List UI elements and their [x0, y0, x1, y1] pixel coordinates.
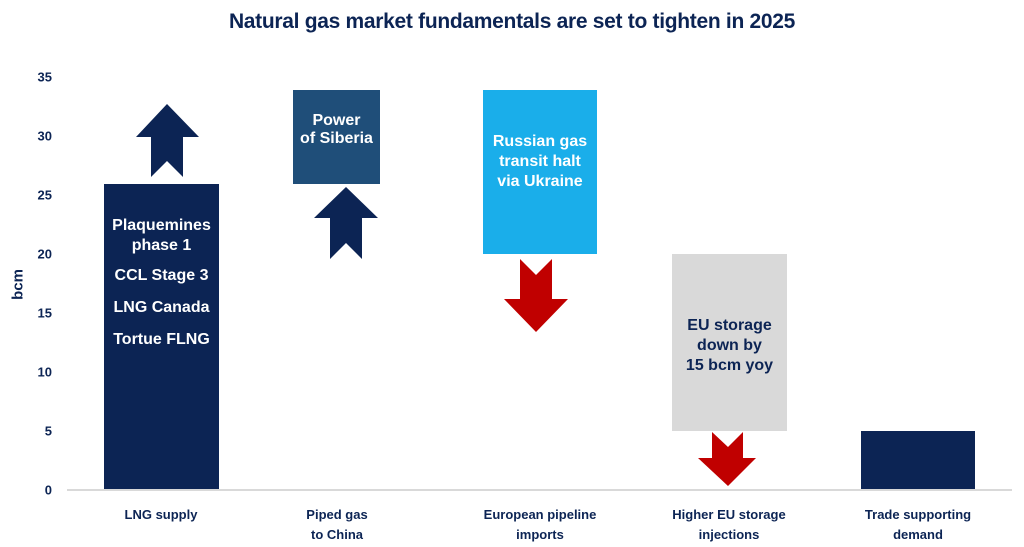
- x-axis-line: [67, 489, 1012, 491]
- x-category-line: Trade supporting: [864, 507, 972, 522]
- bar-label-line: 15 bcm yoy: [685, 357, 774, 374]
- x-category-piped-gas: Piped gas to China: [252, 505, 422, 545]
- arrow-down-icon: [698, 432, 756, 486]
- arrow-down-icon: [504, 259, 568, 332]
- bar-power-of-siberia: Power of Siberia: [293, 90, 380, 184]
- y-tick-0: 0: [44, 482, 52, 498]
- bar-label-line: phase 1: [131, 237, 192, 254]
- bar-trade-supporting-demand: [861, 431, 975, 490]
- y-tick-5: 5: [44, 423, 52, 439]
- bar-label-line: LNG Canada: [113, 299, 210, 316]
- y-tick-15: 15: [37, 305, 52, 321]
- bar-label-line: Power: [312, 112, 361, 129]
- x-category-line: demand: [893, 527, 943, 542]
- x-category-line: LNG supply: [124, 507, 198, 522]
- bar-label-line: via Ukraine: [497, 173, 583, 190]
- arrow-up-icon: [136, 104, 199, 177]
- bar-russian-gas-transit: Russian gas transit halt via Ukraine: [483, 90, 597, 254]
- arrow-up-icon: [314, 187, 378, 259]
- x-category-european-pipeline: European pipeline imports: [455, 505, 625, 545]
- y-tick-20: 20: [37, 246, 52, 262]
- bar-label-line: down by: [697, 337, 762, 354]
- bar-label-line: Plaquemines: [112, 217, 211, 234]
- x-category-line: Piped gas: [306, 507, 368, 522]
- y-tick-10: 10: [37, 364, 52, 380]
- y-tick-25: 25: [37, 187, 52, 203]
- x-category-line: to China: [311, 527, 363, 542]
- bar-label-line: Tortue FLNG: [113, 331, 210, 348]
- chart-title: Natural gas market fundamentals are set …: [228, 10, 796, 33]
- x-category-lng-supply: LNG supply: [76, 505, 246, 525]
- bar-lng-supply: Plaquemines phase 1 CCL Stage 3 LNG Cana…: [104, 184, 219, 490]
- x-category-line: imports: [516, 527, 564, 542]
- x-category-line: injections: [698, 527, 760, 542]
- bar-label-line: of Siberia: [300, 130, 373, 147]
- x-category-line: Higher EU storage: [672, 507, 786, 522]
- bar-label-line: CCL Stage 3: [114, 267, 209, 284]
- x-category-trade-demand: Trade supporting demand: [833, 505, 1003, 545]
- x-category-line: European pipeline: [483, 507, 597, 522]
- bar-label-line: transit halt: [499, 153, 581, 170]
- bar-eu-storage: EU storage down by 15 bcm yoy: [672, 254, 787, 431]
- y-tick-35: 35: [37, 69, 52, 85]
- bar-label-line: Russian gas: [492, 133, 588, 150]
- y-tick-30: 30: [37, 128, 52, 144]
- bar-label-line: EU storage: [687, 317, 772, 334]
- x-category-eu-storage: Higher EU storage injections: [644, 505, 814, 545]
